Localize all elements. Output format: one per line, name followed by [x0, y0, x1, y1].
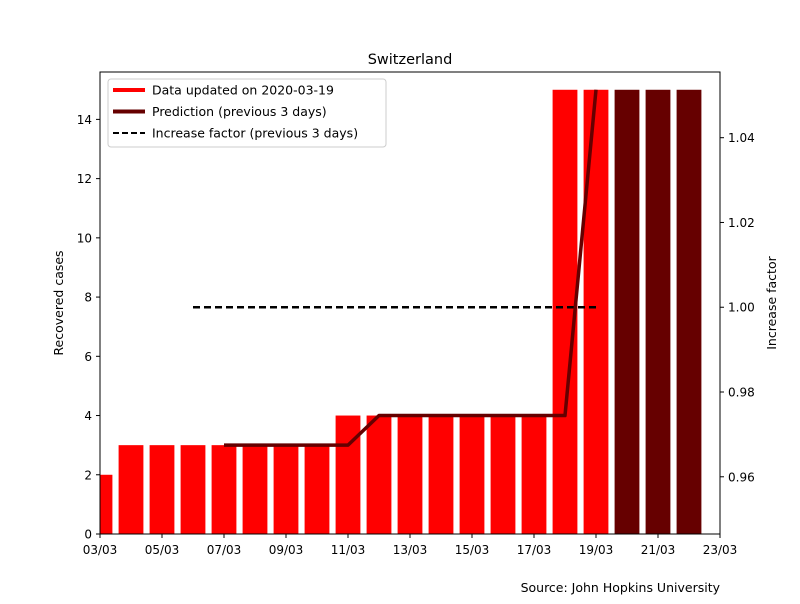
- y-axis-label: Recovered cases: [51, 250, 66, 355]
- x-tick-label: 21/03: [641, 543, 676, 557]
- data-bar: [583, 89, 609, 534]
- data-bar: [490, 415, 516, 534]
- data-bar: [149, 445, 175, 534]
- y-tick-label: 12: [77, 172, 92, 186]
- legend: Data updated on 2020-03-19 Prediction (pr…: [107, 78, 387, 148]
- data-bar: [521, 415, 547, 534]
- axes-layer: 03/03 05/03 07/03 09/03 11/03 13/03 15/03 17/03…: [77, 71, 755, 557]
- y-tick-label: 10: [77, 231, 92, 245]
- x-tick-label: 09/03: [269, 543, 304, 557]
- x-tick-label: 11/03: [331, 543, 366, 557]
- y-tick-label: 14: [77, 113, 92, 127]
- data-bar: [118, 445, 144, 534]
- data-bar: [428, 415, 454, 534]
- data-bar: [366, 415, 392, 534]
- y2-axis-label: Increase factor: [764, 255, 779, 349]
- x-tick-label: 15/03: [455, 543, 490, 557]
- prediction-bar: [614, 89, 640, 534]
- x-tick-label: 23/03: [703, 543, 738, 557]
- data-bar: [100, 474, 113, 534]
- data-bar: [242, 445, 268, 534]
- lines-layer: [193, 89, 598, 447]
- x-tick-label: 05/03: [145, 543, 180, 557]
- y-tick-label: 6: [84, 350, 92, 364]
- y2-tick-label: 0.98: [728, 386, 755, 400]
- chart-title: Switzerland: [368, 52, 453, 68]
- data-bar: [459, 415, 485, 534]
- y2-tick-label: 1.02: [728, 216, 755, 230]
- y2-tick-label: 1.00: [728, 301, 755, 315]
- x-tick-label: 13/03: [393, 543, 428, 557]
- x-tick-label: 17/03: [517, 543, 552, 557]
- prediction-line: [224, 89, 598, 447]
- legend-label: Data updated on 2020-03-19: [152, 83, 334, 98]
- y-tick-label: 8: [84, 291, 92, 305]
- source-note: Source: John Hopkins University: [521, 580, 721, 595]
- data-bar: [211, 445, 237, 534]
- y2-tick-label: 0.96: [728, 470, 755, 484]
- legend-label: Prediction (previous 3 days): [152, 104, 327, 119]
- data-bar: [335, 415, 361, 534]
- legend-label: Increase factor (previous 3 days): [152, 126, 358, 141]
- y-tick-label: 4: [84, 409, 92, 423]
- x-tick-label: 03/03: [83, 543, 118, 557]
- y-tick-label: 0: [84, 528, 92, 542]
- data-bar: [273, 445, 299, 534]
- y2-tick-label: 1.04: [728, 131, 755, 145]
- y-tick-label: 2: [84, 468, 92, 482]
- prediction-bar: [645, 89, 671, 534]
- data-bar: [397, 415, 423, 534]
- bars-layer: [100, 89, 702, 534]
- x-tick-label: 07/03: [207, 543, 242, 557]
- prediction-bar: [676, 89, 702, 534]
- data-bar: [180, 445, 206, 534]
- data-bar: [304, 445, 330, 534]
- legend-box: [107, 78, 387, 148]
- x-tick-label: 19/03: [579, 543, 614, 557]
